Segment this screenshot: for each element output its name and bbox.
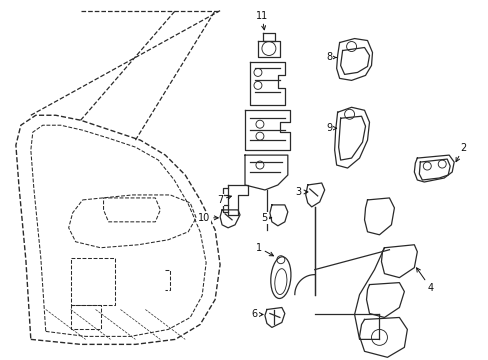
Text: 6: 6	[251, 310, 263, 319]
Text: 1: 1	[255, 243, 273, 256]
Text: 11: 11	[255, 11, 267, 30]
Text: 10: 10	[198, 213, 218, 223]
Text: 2: 2	[455, 143, 466, 162]
Text: 4: 4	[416, 268, 432, 293]
Text: 5: 5	[261, 213, 271, 223]
Text: 7: 7	[216, 195, 231, 205]
Text: 8: 8	[326, 53, 336, 63]
Text: 3: 3	[295, 187, 307, 197]
Text: 9: 9	[326, 123, 336, 133]
